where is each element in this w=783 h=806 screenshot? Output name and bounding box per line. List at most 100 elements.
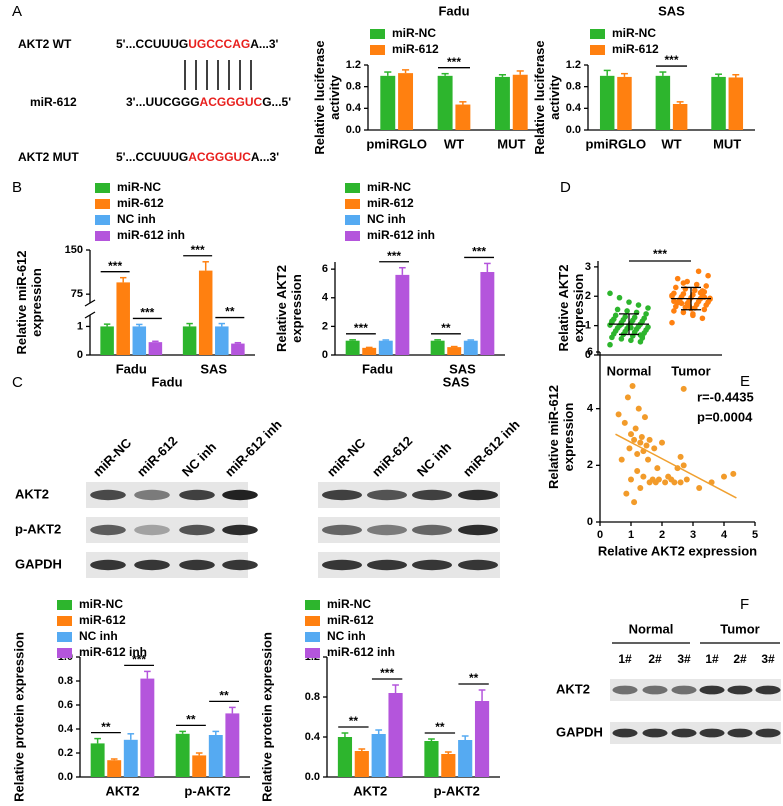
lane-label: miR-612 [369,433,415,479]
sequence-part: ACGGGUC [188,150,251,164]
legend-swatch [57,648,72,658]
sequence-part: 3'...UUCGGG [126,95,200,109]
lane-label: NC inh [414,439,454,479]
legend-swatch [95,183,110,193]
data-point [677,479,684,486]
blot-band [457,559,499,571]
data-point [680,309,687,316]
x-axis-label: Relative AKT2 expression [598,543,757,558]
y-tick-label: 0 [77,349,83,361]
x-tick-label: pmiRGLO [366,136,427,151]
legend-swatch [95,231,110,241]
blot-band [134,489,170,501]
y-tick-label: 4 [322,292,329,304]
bar [395,274,410,355]
legend-label: miR-NC [367,180,411,194]
y-axis-label: expression [289,274,304,343]
y-tick-label: 150 [65,244,83,256]
data-point [680,385,687,392]
legend-label: miR-612 [612,42,659,56]
legend-label: miR-NC [612,26,656,40]
significance-label: ** [469,671,479,685]
data-point [645,456,652,463]
axis-break [84,311,96,319]
data-point [643,442,650,449]
x-tick-label: Normal [607,363,652,378]
data-point [655,476,662,483]
bar [107,760,122,777]
x-tick-label: pmiRGLO [585,136,646,151]
bar [617,76,632,130]
panel-label: D [560,179,571,196]
y-tick-label: 0.4 [566,102,582,114]
blot-band [755,728,781,738]
lane-label: NC inh [179,439,219,479]
bar [655,75,671,130]
y-tick-label: 1 [585,320,591,332]
bar [116,282,130,355]
sequence-part: 5'...CCUUUG [116,150,188,164]
blot-band [727,685,753,695]
panel-label: F [740,596,749,613]
significance-label: ** [349,714,359,728]
data-point [662,479,669,486]
x-tick-label: Fadu [116,361,147,376]
data-point [624,394,631,401]
blot-band [411,489,453,501]
blot-band [321,489,363,501]
bar [474,701,490,777]
panel-label: C [12,374,23,391]
legend-swatch [590,45,605,55]
significance-label: *** [380,666,394,680]
lane-label: 1# [618,652,632,666]
bar [345,340,360,355]
y-tick-label: 0.8 [305,691,320,703]
significance-label: ** [219,689,229,703]
blot-band [727,728,753,738]
significance-label: *** [132,653,146,667]
bar [463,340,478,355]
x-tick-label: 1 [628,529,634,541]
bar [599,75,615,130]
data-point [641,414,648,421]
data-point [635,405,642,412]
blot-band [457,524,499,536]
legend-label: NC inh [367,212,406,226]
data-point [634,451,641,457]
y-axis-label: Relative AKT2 [274,265,289,352]
y-tick-label: 4 [587,403,594,415]
x-tick-label: Tumor [671,363,710,378]
significance-label: ** [101,720,111,734]
data-point [637,485,644,491]
y-axis-label: Relative protein expression [259,632,274,802]
lane-label: 3# [677,652,691,666]
data-point [621,419,628,426]
lane-label: 2# [648,652,662,666]
legend-swatch [305,616,320,626]
legend-swatch [57,616,72,626]
blot-title: Fadu [151,374,182,389]
stat-label: p=0.0004 [697,409,753,424]
blot-band [642,685,668,695]
bar [430,340,445,355]
x-tick-label: p-AKT2 [434,783,480,798]
legend-label: miR-612 [392,42,439,56]
bar [362,347,377,355]
significance-label: *** [472,245,486,259]
legend-label: miR-612 [117,196,164,210]
significance-label: ** [435,720,445,734]
data-point [618,336,625,342]
data-point [626,299,632,305]
data-point [628,476,634,483]
y-tick-label: 0.8 [346,81,361,93]
lane-label: miR-612 inh [460,417,523,480]
y-axis-label: activity [547,74,562,120]
significance-label: ** [186,713,196,727]
sequence-part: A...3' [251,150,279,164]
blot-band [671,685,697,695]
y-tick-label: 0 [585,349,591,361]
y-axis-label: Relative AKT2 [556,265,571,352]
y-tick-label: 0.8 [58,675,73,687]
blot-band [222,559,258,571]
data-point [609,318,615,325]
